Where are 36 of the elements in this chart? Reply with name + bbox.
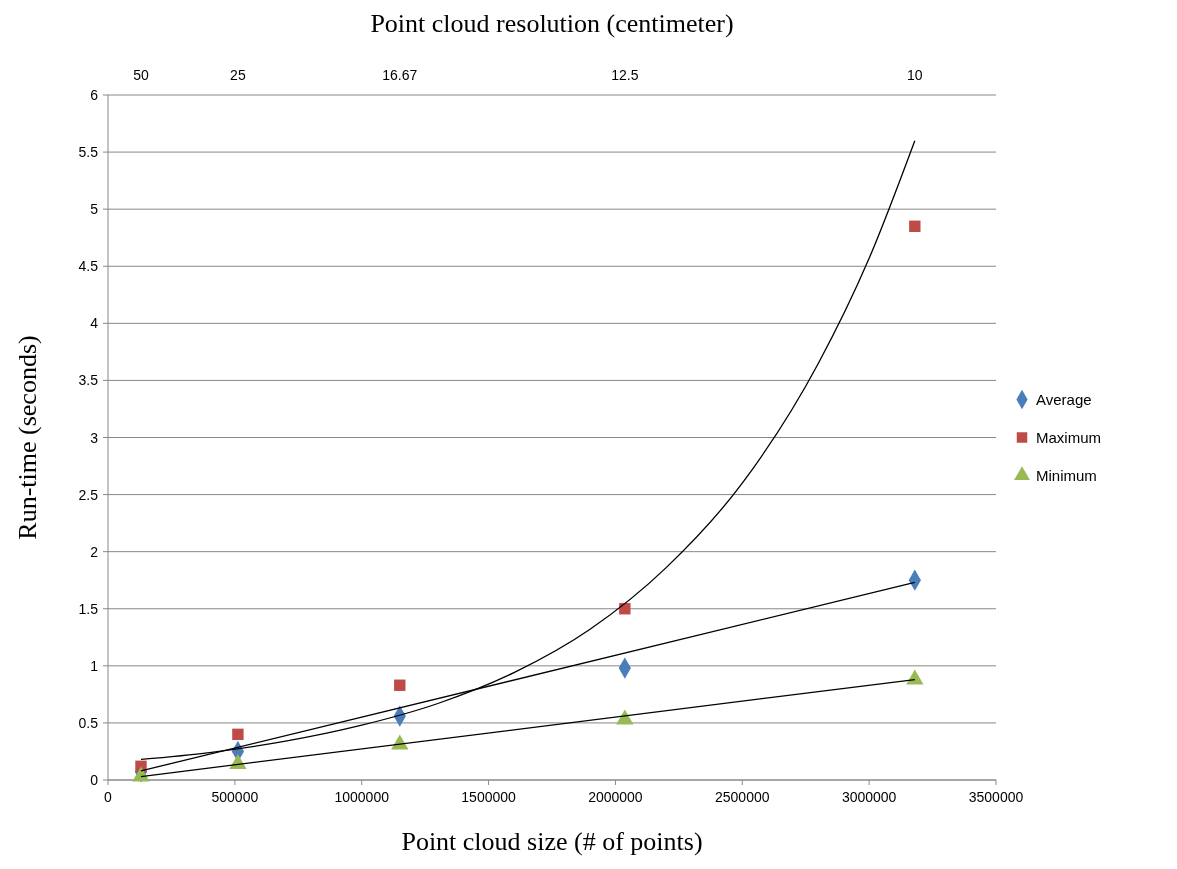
x-tick-label: 0	[104, 789, 113, 805]
x-tick-label: 2500000	[715, 789, 770, 805]
y-tick-label: 0.5	[78, 714, 99, 731]
text: 10	[907, 67, 923, 83]
x-axis-title: Point cloud size (# of points)	[401, 827, 703, 856]
y-tick-label: 4	[90, 315, 99, 332]
legend-label: Average	[1036, 390, 1092, 408]
text: 12.5	[611, 67, 639, 83]
text: 16.67	[382, 67, 418, 83]
point	[232, 728, 244, 741]
y-tick-label: 5.5	[78, 144, 99, 161]
legend-label: Minimum	[1036, 466, 1097, 484]
x-tick-label: 1500000	[461, 789, 517, 805]
legend-label: Maximum	[1036, 428, 1102, 446]
x-tick-label: 3500000	[968, 789, 1024, 805]
y-tick-label: 3.5	[78, 372, 99, 389]
x-tick-label: 2000000	[588, 789, 643, 805]
text: 25	[230, 67, 246, 83]
y-tick-label: 2.5	[78, 486, 99, 503]
x-tick-label: 1000000	[334, 789, 390, 805]
y-tick-label: 3	[90, 429, 99, 446]
text: 50	[133, 67, 149, 83]
y-tick-label: 5	[90, 201, 99, 218]
x2-axis-title: Point cloud resolution (centimeter)	[370, 9, 734, 38]
y-axis-title: Run-time (seconds)	[13, 335, 42, 540]
x-tick-label: 3000000	[841, 789, 897, 805]
y-tick-label: 6	[90, 87, 99, 103]
y-tick-label: 1.5	[78, 600, 99, 617]
y-tick-label: 1	[90, 657, 99, 674]
point	[909, 220, 921, 232]
y-tick-label: 4.5	[78, 258, 99, 275]
y-tick-label: 2	[90, 543, 99, 560]
x-tick-label: 500000	[211, 789, 259, 805]
y-tick-label: 0	[90, 772, 99, 788]
point	[394, 679, 406, 691]
point	[619, 603, 631, 615]
